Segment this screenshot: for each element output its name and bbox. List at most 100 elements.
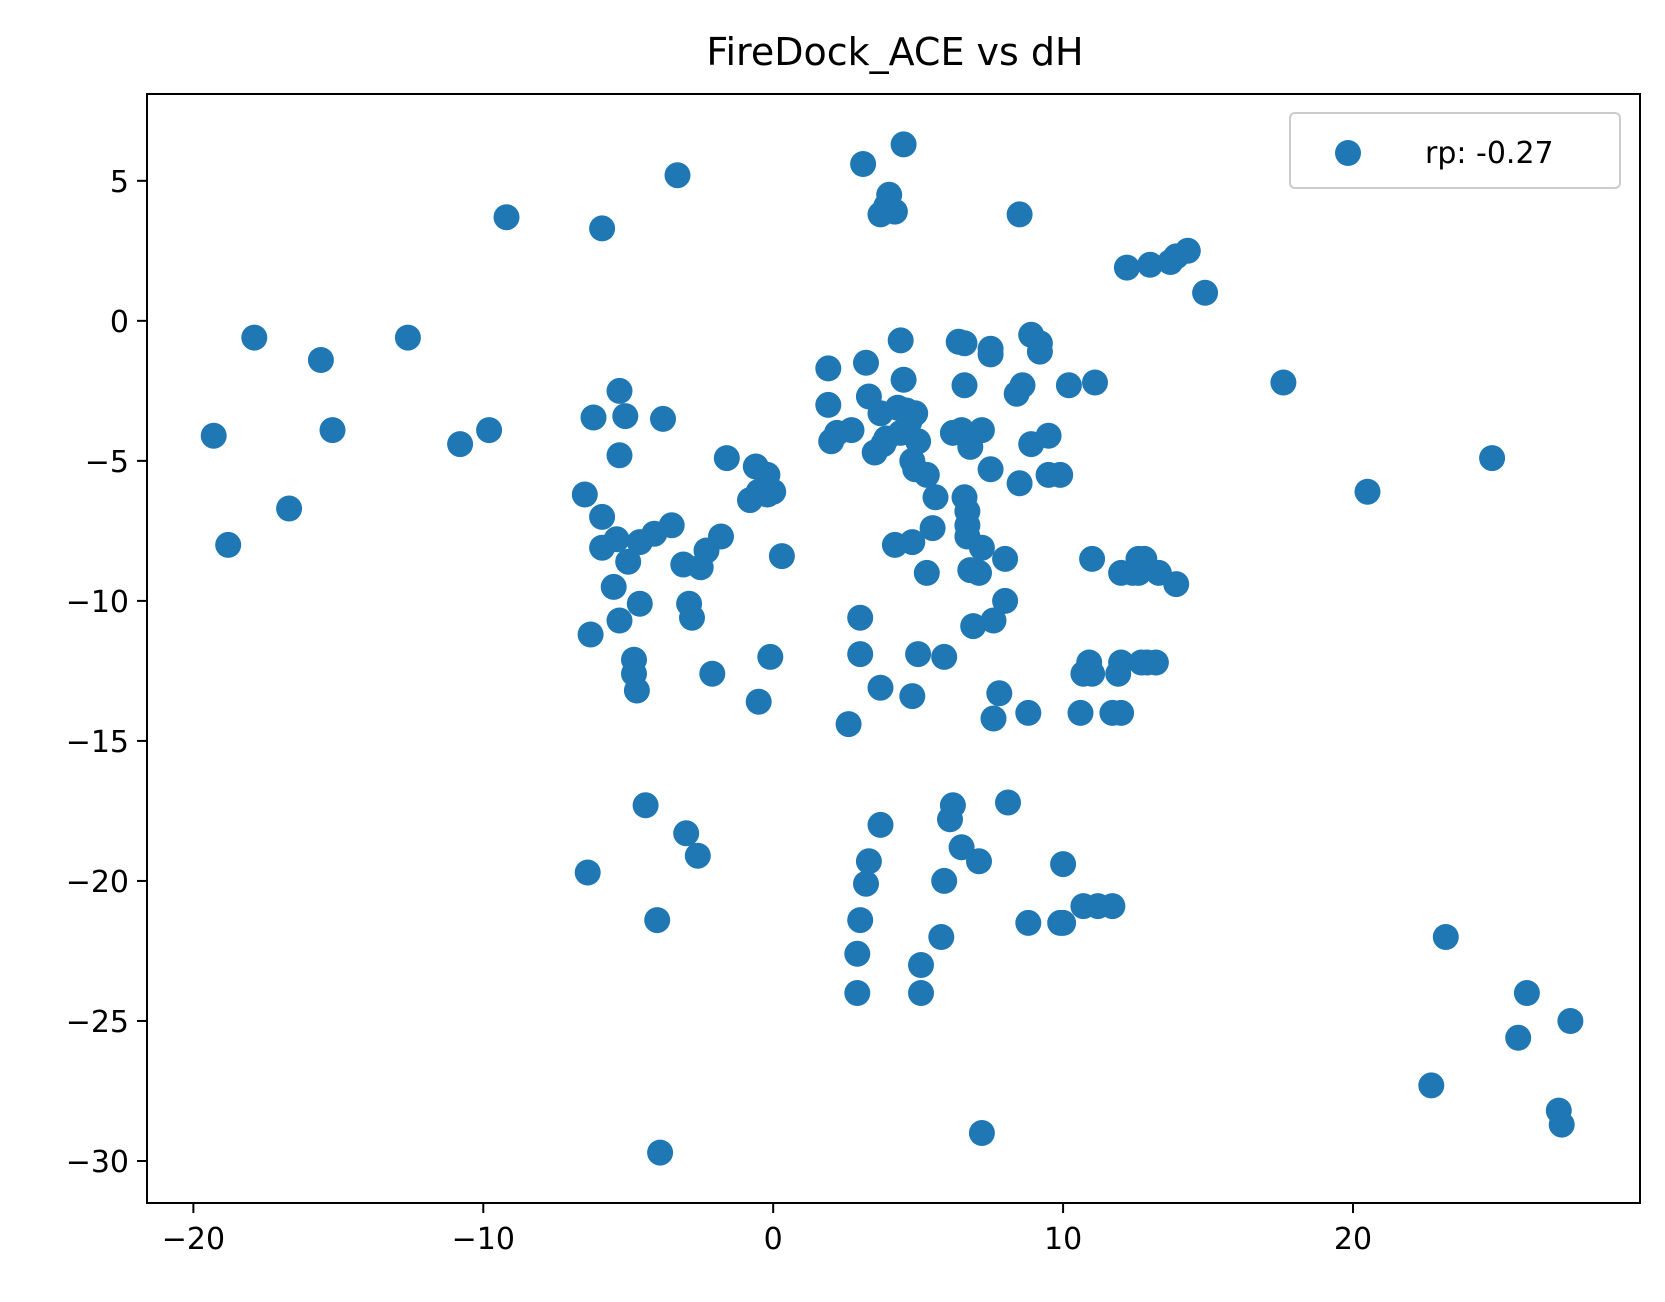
data-point: [307, 347, 334, 373]
data-point: [447, 431, 474, 458]
data-point: [902, 400, 929, 427]
data-point: [1026, 338, 1053, 365]
data-point: [713, 445, 740, 472]
data-point: [1479, 445, 1506, 472]
legend-box: [1289, 112, 1621, 189]
data-point: [1163, 571, 1190, 598]
data-point: [600, 573, 627, 600]
data-point: [632, 792, 659, 819]
data-point: [745, 688, 772, 715]
data-point: [977, 456, 1004, 483]
data-point: [951, 372, 978, 399]
data-point: [966, 559, 992, 586]
data-point: [847, 641, 874, 668]
data-points: [200, 131, 1584, 1166]
y-axis: 5 0 −5 −10 −15 −20 −25 −30: [66, 165, 147, 1180]
data-point: [1009, 372, 1036, 399]
data-point: [977, 341, 1004, 368]
data-point: [980, 607, 1007, 634]
x-tick-label: 20: [1334, 1222, 1372, 1257]
data-point: [905, 641, 932, 668]
data-point: [612, 403, 639, 430]
data-point: [650, 405, 676, 432]
data-point: [980, 705, 1007, 732]
data-point: [1432, 924, 1459, 950]
x-tick-label: 0: [764, 1222, 783, 1257]
legend-label: rp: -0.27: [1425, 136, 1554, 171]
data-point: [1067, 699, 1094, 726]
data-point: [1142, 649, 1169, 676]
data-point: [644, 907, 671, 934]
data-point: [1055, 372, 1082, 399]
data-point: [684, 842, 711, 869]
data-point: [603, 526, 630, 553]
data-point: [960, 613, 987, 640]
data-point: [615, 548, 642, 575]
y-tick-label: −15: [66, 725, 129, 760]
data-point: [867, 811, 894, 838]
data-point: [493, 204, 520, 231]
data-point: [899, 683, 926, 710]
plot-frame: [146, 93, 1641, 1204]
data-point: [913, 461, 940, 488]
data-point: [913, 559, 940, 586]
data-point: [968, 417, 995, 444]
x-tick-label: −20: [162, 1222, 225, 1257]
data-point: [589, 215, 616, 242]
data-point: [757, 643, 784, 670]
data-point: [939, 792, 966, 819]
data-point: [853, 349, 879, 376]
data-point: [394, 324, 421, 351]
data-point: [664, 162, 691, 189]
data-point: [881, 198, 908, 225]
data-point: [1047, 461, 1074, 488]
data-point: [476, 417, 503, 444]
y-tick-label: −20: [66, 865, 129, 900]
data-point: [1108, 699, 1135, 726]
data-point: [850, 151, 877, 177]
data-point: [606, 377, 633, 404]
data-point: [1548, 1111, 1575, 1138]
data-point: [606, 607, 633, 634]
data-point: [319, 417, 346, 444]
data-point: [1113, 254, 1140, 281]
data-point: [241, 324, 268, 351]
legend-marker: [1335, 140, 1361, 166]
data-point: [919, 515, 946, 542]
data-point: [847, 604, 874, 631]
data-point: [589, 503, 616, 530]
data-point: [995, 789, 1021, 816]
y-tick-label: −25: [66, 1005, 129, 1040]
data-point: [844, 980, 871, 1006]
data-point: [835, 711, 862, 738]
x-tick-label: 10: [1044, 1222, 1082, 1257]
data-point: [623, 677, 650, 704]
data-point: [571, 481, 598, 508]
data-point: [1513, 980, 1540, 1006]
data-point: [577, 621, 604, 648]
data-point: [815, 391, 842, 418]
data-point: [276, 495, 303, 522]
x-tick-label: −10: [452, 1222, 515, 1257]
data-point: [215, 531, 242, 558]
data-point: [890, 366, 917, 393]
data-point: [1082, 369, 1108, 396]
data-point: [1099, 893, 1126, 920]
y-tick-label: −30: [66, 1145, 129, 1180]
data-point: [1050, 851, 1077, 878]
data-point: [908, 952, 934, 978]
data-point: [1418, 1072, 1445, 1099]
data-point: [1354, 478, 1381, 505]
legend: rp: -0.27: [1289, 112, 1621, 189]
data-point: [1006, 201, 1033, 228]
y-tick-label: 5: [110, 165, 129, 200]
data-point: [673, 820, 700, 847]
data-point: [853, 870, 879, 897]
data-point: [951, 330, 978, 357]
data-point: [580, 404, 607, 431]
data-point: [847, 907, 874, 934]
data-point: [574, 859, 601, 886]
data-point: [928, 924, 955, 950]
y-tick-label: −10: [66, 585, 129, 620]
